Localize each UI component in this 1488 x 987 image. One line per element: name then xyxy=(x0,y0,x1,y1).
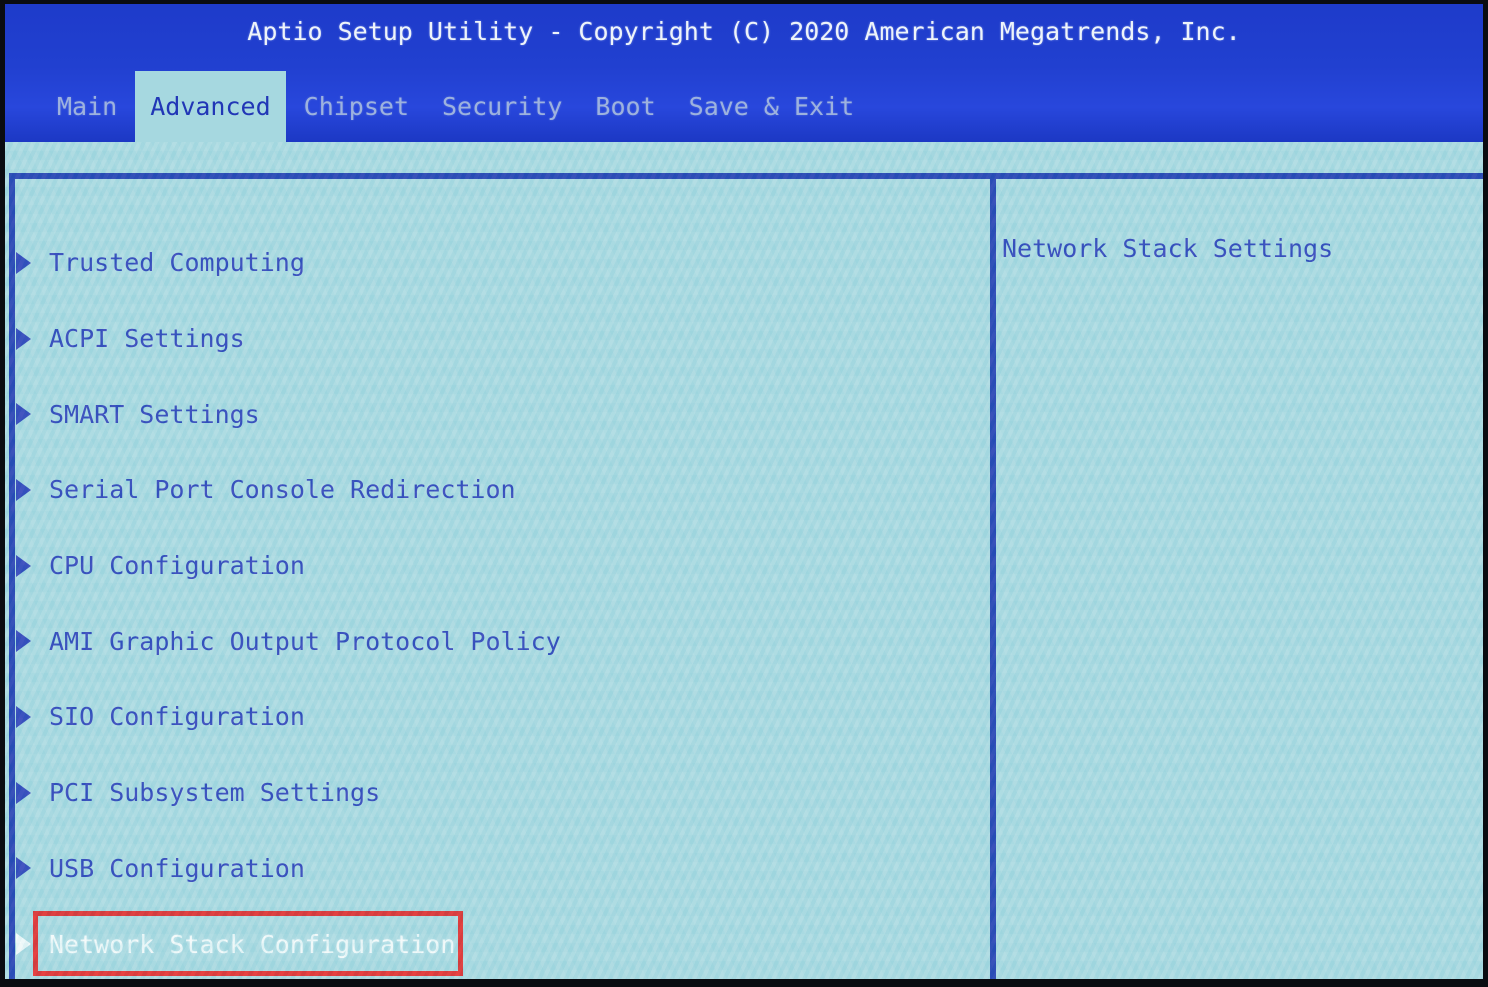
menu-item-serial-port-console-redirection[interactable]: Serial Port Console Redirection xyxy=(16,452,984,528)
tab-advanced-label: Advanced xyxy=(150,92,271,121)
menu-item-label: SMART Settings xyxy=(49,399,260,429)
tab-save-exit[interactable]: Save & Exit xyxy=(674,71,870,142)
menu-item-sio-configuration[interactable]: SIO Configuration xyxy=(16,679,984,755)
tab-security-label: Security xyxy=(442,92,563,121)
menu-item-label: CPU Configuration xyxy=(49,551,305,581)
advanced-menu-list: Trusted Computing ACPI Settings SMART Se… xyxy=(16,225,984,982)
submenu-arrow-icon xyxy=(16,857,31,880)
help-panel-text: Network Stack Settings xyxy=(1002,234,1334,263)
panel-divider xyxy=(990,173,996,979)
header-bar: Aptio Setup Utility - Copyright (C) 2020… xyxy=(5,4,1483,142)
tab-boot-label: Boot xyxy=(595,92,656,121)
menu-item-label: Trusted Computing xyxy=(49,248,305,278)
menu-item-label: SIO Configuration xyxy=(49,702,305,732)
menu-item-label: USB Configuration xyxy=(49,853,305,883)
tab-chipset[interactable]: Chipset xyxy=(289,71,424,142)
menu-item-pci-subsystem-settings[interactable]: PCI Subsystem Settings xyxy=(16,755,984,831)
tab-boot[interactable]: Boot xyxy=(580,71,670,142)
menu-item-usb-configuration[interactable]: USB Configuration xyxy=(16,831,984,907)
tab-main-label: Main xyxy=(57,92,118,121)
submenu-arrow-icon xyxy=(16,478,31,501)
menu-item-trusted-computing[interactable]: Trusted Computing xyxy=(16,225,984,301)
submenu-arrow-icon xyxy=(16,630,31,653)
content-area: Trusted Computing ACPI Settings SMART Se… xyxy=(5,142,1483,979)
submenu-arrow-icon xyxy=(16,781,31,804)
panel-top-border xyxy=(9,173,1483,179)
submenu-arrow-icon xyxy=(16,403,31,426)
submenu-arrow-icon xyxy=(16,933,31,956)
submenu-arrow-icon xyxy=(16,554,31,577)
submenu-arrow-icon xyxy=(16,251,31,274)
tab-advanced[interactable]: Advanced xyxy=(135,71,286,142)
menu-item-label: Serial Port Console Redirection xyxy=(49,475,516,505)
menu-item-label: Network Stack Configuration xyxy=(49,929,456,959)
menu-item-ami-graphic-output-protocol-policy[interactable]: AMI Graphic Output Protocol Policy xyxy=(16,603,984,679)
submenu-arrow-icon xyxy=(16,705,31,728)
tab-chipset-label: Chipset xyxy=(303,92,409,121)
menu-item-label: ACPI Settings xyxy=(49,324,245,354)
tab-save-exit-label: Save & Exit xyxy=(688,92,855,121)
menu-item-acpi-settings[interactable]: ACPI Settings xyxy=(16,301,984,377)
submenu-arrow-icon xyxy=(16,327,31,350)
window-title: Aptio Setup Utility - Copyright (C) 2020… xyxy=(247,17,1241,46)
menu-item-cpu-configuration[interactable]: CPU Configuration xyxy=(16,528,984,604)
menu-item-network-stack-configuration[interactable]: Network Stack Configuration xyxy=(16,906,984,982)
tab-main[interactable]: Main xyxy=(42,71,132,142)
tab-security[interactable]: Security xyxy=(427,71,577,142)
panel-left-border xyxy=(9,173,15,979)
menubar: Main Advanced Chipset Security Boot Save… xyxy=(5,71,1483,142)
menu-item-label: PCI Subsystem Settings xyxy=(49,778,381,808)
menu-item-smart-settings[interactable]: SMART Settings xyxy=(16,376,984,452)
menu-item-label: AMI Graphic Output Protocol Policy xyxy=(49,626,561,656)
